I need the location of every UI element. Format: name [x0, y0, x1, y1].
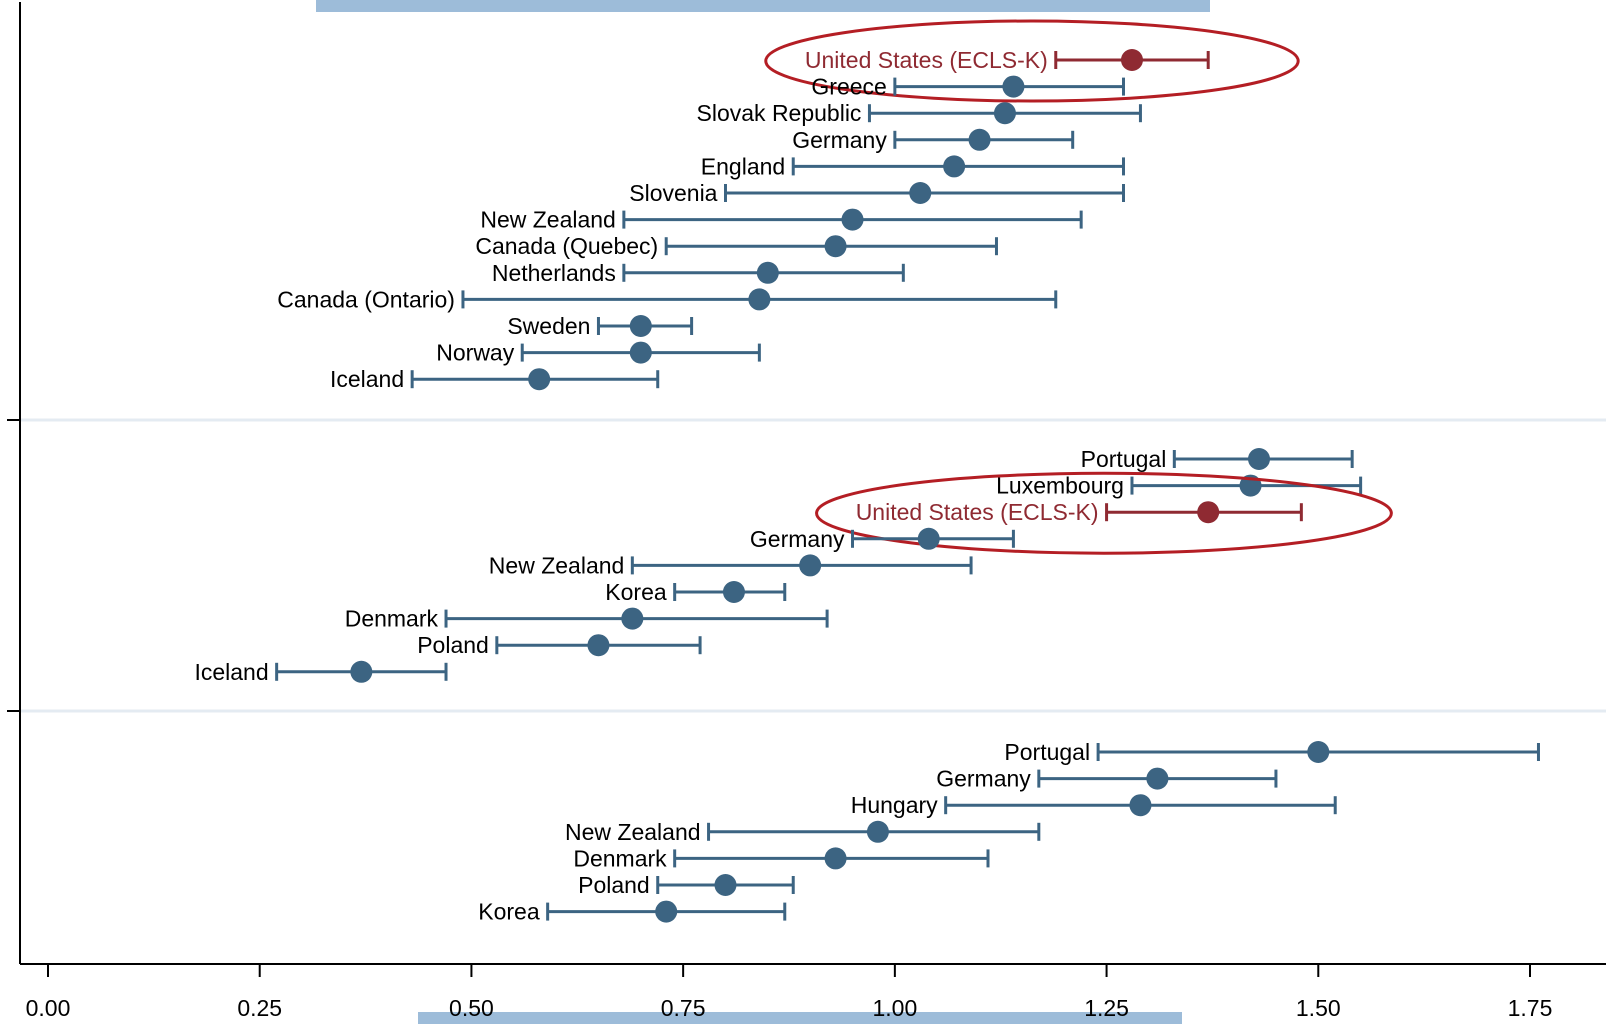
- point-label: Canada (Quebec): [475, 233, 658, 259]
- x-tick-label: 1.00: [872, 995, 917, 1021]
- data-point: [629, 341, 652, 364]
- point-label: Iceland: [194, 659, 268, 685]
- data-point: [1146, 767, 1169, 790]
- point-label: Korea: [478, 899, 540, 925]
- data-point: [909, 182, 932, 204]
- point-label: Germany: [792, 127, 887, 153]
- data-point: [350, 660, 373, 683]
- x-tick-label: 0.75: [661, 995, 706, 1021]
- data-point: [1129, 794, 1152, 817]
- data-point: [748, 288, 771, 311]
- data-point: [1002, 75, 1025, 98]
- point-label: Luxembourg: [996, 473, 1124, 499]
- data-point: [917, 527, 940, 550]
- data-point: [866, 820, 889, 843]
- data-point: [629, 315, 652, 337]
- data-point: [968, 128, 991, 151]
- point-label: New Zealand: [565, 819, 701, 845]
- point-label: Denmark: [573, 845, 667, 871]
- point-label: Slovenia: [629, 180, 717, 206]
- x-tick-label: 0.50: [449, 995, 494, 1021]
- point-label: England: [701, 153, 785, 179]
- point-label: Portugal: [1004, 739, 1090, 765]
- data-point: [587, 634, 610, 657]
- x-tick-label: 0.00: [26, 995, 71, 1021]
- point-label: Iceland: [330, 366, 404, 392]
- x-tick-label: 1.50: [1296, 995, 1341, 1021]
- data-point: [824, 847, 847, 870]
- data-point: [621, 607, 644, 630]
- data-point: [756, 261, 779, 284]
- x-tick-label: 1.75: [1508, 995, 1553, 1021]
- point-label: United States (ECLS-K): [805, 47, 1048, 73]
- data-point: [1248, 448, 1271, 470]
- point-label: Poland: [417, 632, 489, 658]
- data-point: [722, 581, 745, 603]
- x-tick-label: 1.25: [1084, 995, 1129, 1021]
- data-point: [799, 554, 822, 577]
- data-point: [1307, 741, 1330, 763]
- point-label: Netherlands: [492, 260, 616, 286]
- data-point: [528, 368, 551, 391]
- point-label: Hungary: [851, 792, 938, 818]
- point-label: Germany: [936, 766, 1031, 792]
- data-point: [1197, 501, 1220, 524]
- data-point: [714, 874, 737, 896]
- data-point: [655, 900, 678, 923]
- point-label: Poland: [578, 872, 650, 898]
- point-label: Germany: [750, 526, 845, 552]
- bottom-highlight-band: [418, 1012, 1182, 1024]
- point-label: Slovak Republic: [697, 100, 862, 126]
- highlight-ellipse: [764, 19, 1300, 103]
- point-label: Canada (Ontario): [277, 286, 455, 312]
- point-label: Norway: [436, 340, 514, 366]
- x-tick-label: 0.25: [237, 995, 282, 1021]
- point-label: Sweden: [507, 313, 590, 339]
- data-point: [943, 155, 966, 178]
- point-label: Korea: [605, 579, 667, 605]
- data-point: [993, 102, 1016, 125]
- point-label: Denmark: [345, 606, 439, 632]
- highlight-ellipse: [815, 471, 1393, 555]
- top-highlight-band: [316, 0, 1210, 12]
- point-label: Greece: [811, 74, 886, 100]
- point-label: New Zealand: [480, 207, 616, 233]
- data-point: [824, 235, 847, 258]
- data-point: [1120, 49, 1143, 71]
- point-label: New Zealand: [489, 552, 625, 578]
- point-label: Portugal: [1081, 446, 1167, 472]
- point-label: United States (ECLS-K): [856, 499, 1099, 525]
- data-point: [841, 208, 864, 231]
